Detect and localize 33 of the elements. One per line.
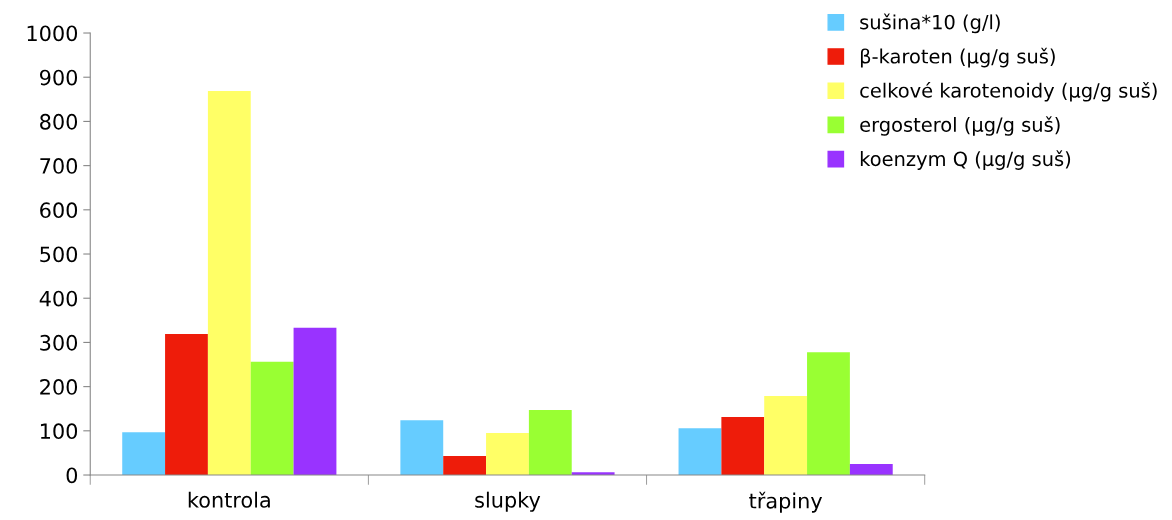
bar [486,433,529,476]
x-tick-label: kontrola [188,491,270,508]
bar [807,352,850,476]
bar [165,334,208,476]
bar [400,420,444,476]
y-tick-label: 300 [40,334,78,351]
legend-label: koenzym Q (µg/g suš) [860,150,1071,170]
y-tick-label: 600 [40,202,78,219]
bar [678,428,722,476]
legend-label: ergosterol (µg/g suš) [860,116,1060,136]
bar [293,327,337,476]
x-tick-label: třapiny [749,491,823,513]
y-tick-label: 900 [39,69,78,86]
bar [849,463,893,476]
legend-label: sušina*10 (g/l) [860,13,1000,34]
bar [207,90,251,476]
y-tick-label: 1000 [27,25,78,42]
y-tick-label: 700 [40,158,78,174]
x-tick-label: slupky [475,491,541,512]
bar [250,361,294,476]
legend-label: β-karoten (µg/g suš) [860,47,1055,68]
bar [721,417,765,476]
bar [443,456,487,476]
legend-label: celkové karotenoidy (µg/g suš) [860,81,1157,102]
y-tick-label: 200 [40,379,78,395]
y-tick-label: 400 [39,290,78,307]
bar [528,410,572,476]
y-tick-label: 800 [40,113,78,130]
bar [122,432,166,476]
y-tick-label: 100 [40,423,78,440]
bar [764,395,808,476]
y-tick-label: 500 [40,246,78,263]
y-tick-label: 0 [66,467,78,484]
